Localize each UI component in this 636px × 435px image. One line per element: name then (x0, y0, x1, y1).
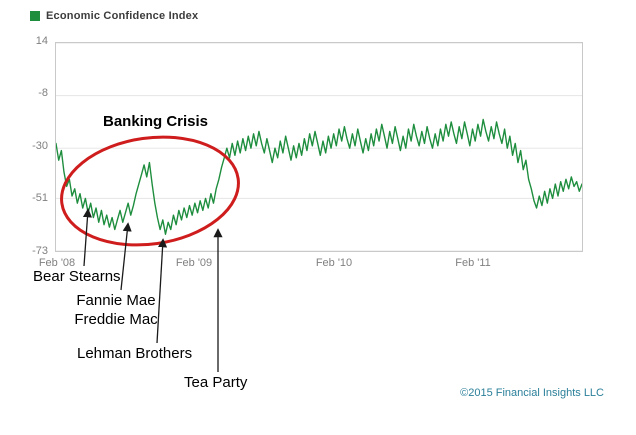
fannie-freddie-label: Fannie Mae Freddie Mac (60, 291, 172, 329)
y-tick-label: -51 (32, 192, 48, 204)
y-tick-label: -73 (32, 245, 48, 257)
legend-swatch-icon (30, 11, 40, 21)
copyright: ©2015 Financial Insights LLC (460, 387, 604, 399)
eci-series-line (56, 118, 582, 235)
x-tick-label: Feb '08 (38, 257, 76, 269)
lehman-brothers-label: Lehman Brothers (77, 345, 193, 362)
banking-crisis-label: Banking Crisis (103, 113, 209, 130)
freddie-mac-label-line: Freddie Mac (74, 311, 158, 328)
y-tick-label: -8 (38, 87, 48, 99)
x-tick-label: Feb '09 (175, 257, 213, 269)
legend-label: Economic Confidence Index (46, 10, 199, 22)
plot-area (55, 42, 583, 252)
x-tick-label: Feb '11 (455, 257, 491, 269)
tea-party-label: Tea Party (184, 374, 248, 391)
fannie-mae-label-line: Fannie Mae (76, 292, 156, 309)
bear-stearns-label: Bear Stearns (33, 268, 121, 285)
y-tick-label: 14 (35, 35, 48, 47)
eci-line-chart (56, 43, 582, 251)
y-tick-label: -30 (32, 140, 48, 152)
x-tick-label: Feb '10 (315, 257, 353, 269)
legend: Economic Confidence Index (30, 10, 198, 22)
